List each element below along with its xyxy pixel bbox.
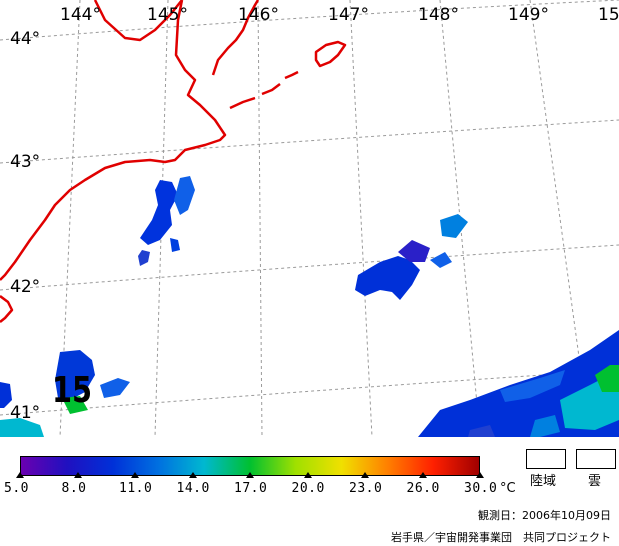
lat-label-41: 41°	[10, 403, 40, 423]
scale-tick-label: 11.0	[119, 481, 153, 496]
lon-label-150: 15	[598, 5, 619, 25]
lon-label-145: 145°	[147, 5, 188, 25]
cloud-key-label: 雲	[588, 474, 602, 489]
lon-label-146: 146°	[238, 5, 279, 25]
scale-tick-label: 26.0	[406, 481, 440, 496]
scale-tick	[361, 472, 369, 478]
sst-value-marker: 15	[52, 369, 92, 411]
scale-tick	[131, 472, 139, 478]
scale-tick-label: 5.0	[4, 481, 29, 496]
cloud-key-box	[576, 449, 616, 469]
lat-label-42: 42°	[10, 277, 40, 297]
scale-tick	[476, 472, 484, 478]
lon-label-149: 149°	[508, 5, 549, 25]
lon-label-148: 148°	[418, 5, 459, 25]
lat-label-43: 43°	[10, 152, 40, 172]
scale-tick	[418, 472, 427, 478]
sst-map: 15 144° 145° 146° 147° 148° 149° 15 44° …	[0, 0, 619, 437]
scale-tick	[16, 472, 24, 478]
land-key-label: 陸域	[530, 474, 557, 489]
land-key-box	[526, 449, 566, 469]
observation-date: 観測日：2006年10月09日	[478, 509, 611, 522]
scale-tick-label: 20.0	[291, 481, 325, 496]
scale-tick	[73, 472, 82, 478]
lon-label-144: 144°	[60, 5, 101, 25]
scale-tick-label: 8.0	[61, 481, 87, 496]
lat-label-44: 44°	[10, 29, 40, 49]
coastline	[0, 0, 347, 323]
scale-tick	[188, 472, 197, 478]
scale-tick	[246, 472, 254, 478]
scale-tick-label: 17.0	[234, 481, 268, 496]
temperature-unit: °C	[500, 481, 516, 496]
scale-tick-label: 30.0	[464, 481, 498, 496]
scale-tick	[303, 472, 312, 478]
scale-tick-label: 14.0	[176, 481, 210, 496]
credit-text: 岩手県／宇宙開発事業団 共同プロジェクト	[391, 531, 611, 544]
lon-label-147: 147°	[328, 5, 369, 25]
sst-patches	[0, 176, 619, 437]
scale-tick-label: 23.0	[349, 481, 383, 496]
